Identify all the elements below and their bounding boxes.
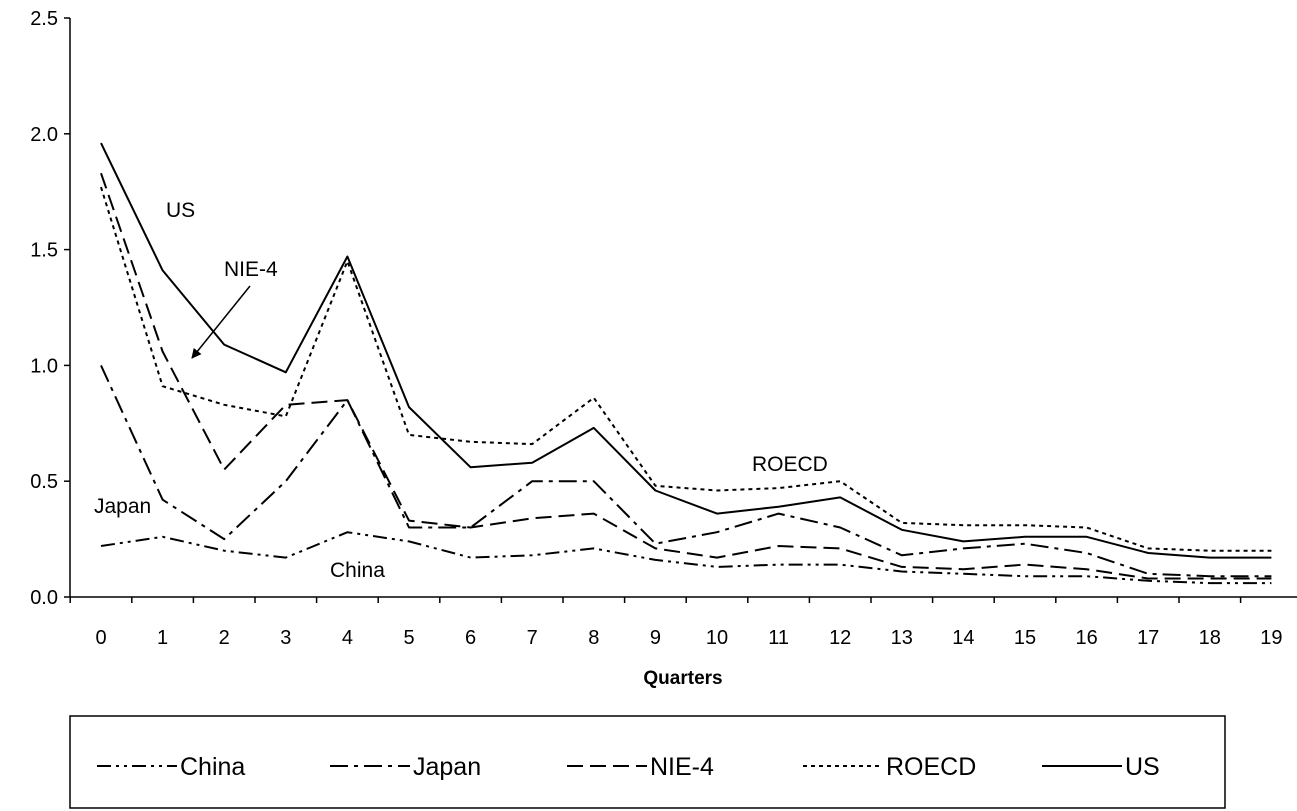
series-line-us <box>100 142 1272 559</box>
legend-label-us: US <box>1125 753 1160 781</box>
x-tick-label: 1 <box>157 627 168 649</box>
annotation-roecd: ROECD <box>752 453 828 476</box>
x-tick-label: 8 <box>588 627 599 649</box>
x-tick-label: 6 <box>465 627 476 649</box>
x-tick-label: 0 <box>95 627 106 649</box>
x-tick-label: 16 <box>1075 627 1097 649</box>
plot-area: 0.00.51.01.52.02.5 0 1 2 3 4 5 6 7 8 9 10 11 12 13 14 1… <box>30 8 1297 689</box>
x-tick-label: 9 <box>650 627 661 649</box>
y-axis-ticks: 0.0 0.5 1.0 1.5 2.0 2.5 <box>30 8 70 609</box>
x-tick-label: 7 <box>527 627 538 649</box>
annotation-japan: Japan <box>94 495 151 518</box>
x-tick-label: 2 <box>219 627 230 649</box>
legend-label-japan: Japan <box>413 753 481 781</box>
y-tick-label: 1.0 <box>30 355 58 377</box>
legend-label-china: China <box>180 753 245 781</box>
y-tick-label: 2.5 <box>30 8 58 30</box>
x-tick-label: 4 <box>342 627 353 649</box>
x-tick-label: 15 <box>1014 627 1036 649</box>
legend-label-nie-4: NIE-4 <box>650 753 714 781</box>
y-tick-label: 1.5 <box>30 240 58 262</box>
x-tick-label: 5 <box>403 627 414 649</box>
legend-items: China Japan NIE-4 ROECD US <box>97 753 1160 781</box>
annotation-arrow <box>191 285 251 359</box>
annotation-us: US <box>166 199 195 222</box>
series-line-nie-4 <box>100 172 1272 580</box>
series-line-japan <box>100 364 1272 578</box>
x-tick-label: 11 <box>768 627 789 649</box>
x-axis-title: Quarters <box>643 668 722 689</box>
x-tick-label: 12 <box>829 627 851 649</box>
legend-box <box>69 715 1226 809</box>
series-lines <box>100 142 1272 585</box>
x-tick-label: 18 <box>1199 627 1221 649</box>
series-line-china <box>100 531 1272 585</box>
x-tick-label: 13 <box>891 627 913 649</box>
annotation-china: China <box>330 559 385 582</box>
x-tick-label: 14 <box>952 627 974 649</box>
x-tick-label: 17 <box>1137 627 1159 649</box>
y-tick-label: 0.0 <box>30 587 58 609</box>
annotation-nie-4: NIE-4 <box>224 258 278 281</box>
legend: China Japan NIE-4 ROECD US <box>69 715 1226 809</box>
x-axis-ticks: 0 1 2 3 4 5 6 7 8 9 10 11 12 13 14 15 16 17 18 19 <box>69 597 1283 649</box>
x-tick-label: 19 <box>1260 627 1282 649</box>
y-tick-label: 0.5 <box>30 471 58 493</box>
series-line-roecd <box>100 186 1272 552</box>
y-tick-label: 2.0 <box>30 124 58 146</box>
legend-label-roecd: ROECD <box>886 753 976 781</box>
x-tick-label: 10 <box>706 627 728 649</box>
annotations: US NIE-4 ROECD Japan China <box>94 199 828 582</box>
x-tick-label: 3 <box>280 627 291 649</box>
